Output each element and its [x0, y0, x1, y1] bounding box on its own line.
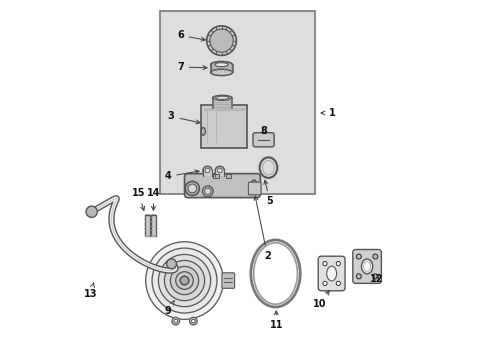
FancyBboxPatch shape	[201, 105, 247, 148]
Circle shape	[191, 319, 195, 323]
Ellipse shape	[215, 96, 228, 99]
Bar	[215, 171, 224, 176]
Circle shape	[175, 272, 193, 289]
Ellipse shape	[212, 95, 231, 100]
Bar	[203, 108, 244, 111]
Circle shape	[209, 29, 233, 52]
Circle shape	[322, 261, 326, 266]
Circle shape	[189, 317, 197, 325]
Circle shape	[180, 276, 188, 285]
Text: 4: 4	[164, 170, 199, 181]
FancyBboxPatch shape	[184, 174, 260, 198]
Bar	[160, 11, 314, 194]
Text: 9: 9	[164, 301, 174, 316]
Ellipse shape	[185, 181, 199, 195]
Circle shape	[372, 274, 377, 279]
Ellipse shape	[203, 166, 212, 175]
Circle shape	[322, 281, 326, 285]
Ellipse shape	[363, 261, 370, 271]
Circle shape	[170, 266, 198, 294]
Ellipse shape	[361, 259, 372, 274]
FancyBboxPatch shape	[222, 273, 234, 288]
Circle shape	[336, 261, 340, 266]
Bar	[225, 174, 231, 178]
Bar	[213, 174, 219, 178]
Bar	[150, 236, 156, 237]
Ellipse shape	[204, 188, 210, 194]
Ellipse shape	[214, 63, 228, 67]
Circle shape	[152, 248, 217, 313]
Ellipse shape	[201, 127, 205, 135]
Text: 10: 10	[312, 291, 328, 309]
Ellipse shape	[217, 168, 222, 173]
Text: 14: 14	[146, 188, 160, 210]
Text: 2: 2	[254, 196, 270, 261]
Text: 15: 15	[132, 188, 145, 211]
Circle shape	[164, 260, 204, 301]
Bar	[145, 215, 150, 237]
Circle shape	[180, 276, 188, 285]
Ellipse shape	[210, 69, 232, 76]
FancyBboxPatch shape	[318, 256, 345, 291]
Text: 5: 5	[264, 180, 273, 206]
Circle shape	[171, 317, 179, 325]
Ellipse shape	[215, 166, 224, 175]
Circle shape	[166, 259, 176, 269]
Circle shape	[372, 254, 377, 259]
Circle shape	[336, 281, 340, 285]
Bar	[145, 214, 150, 215]
Circle shape	[174, 319, 177, 323]
FancyBboxPatch shape	[252, 133, 274, 147]
Ellipse shape	[204, 168, 209, 173]
Bar	[203, 171, 212, 176]
Circle shape	[86, 206, 97, 217]
Bar	[212, 98, 232, 108]
Text: 6: 6	[177, 30, 205, 41]
Bar	[150, 215, 156, 237]
Text: 8: 8	[260, 126, 267, 136]
Text: 1: 1	[321, 108, 335, 118]
FancyBboxPatch shape	[352, 249, 381, 283]
Ellipse shape	[187, 184, 196, 193]
Text: 3: 3	[167, 112, 200, 124]
Text: 12: 12	[369, 274, 383, 284]
Ellipse shape	[250, 180, 257, 191]
Circle shape	[356, 274, 361, 279]
Bar	[145, 236, 150, 237]
Text: 11: 11	[269, 311, 283, 330]
Bar	[210, 65, 232, 72]
Circle shape	[158, 255, 210, 307]
FancyBboxPatch shape	[248, 182, 261, 195]
Circle shape	[206, 26, 236, 55]
Ellipse shape	[210, 62, 232, 68]
Ellipse shape	[326, 266, 336, 281]
Circle shape	[356, 254, 361, 259]
Bar	[150, 214, 156, 215]
Ellipse shape	[202, 186, 213, 197]
Text: 13: 13	[84, 283, 97, 298]
Circle shape	[145, 242, 223, 319]
Text: 7: 7	[177, 62, 206, 72]
